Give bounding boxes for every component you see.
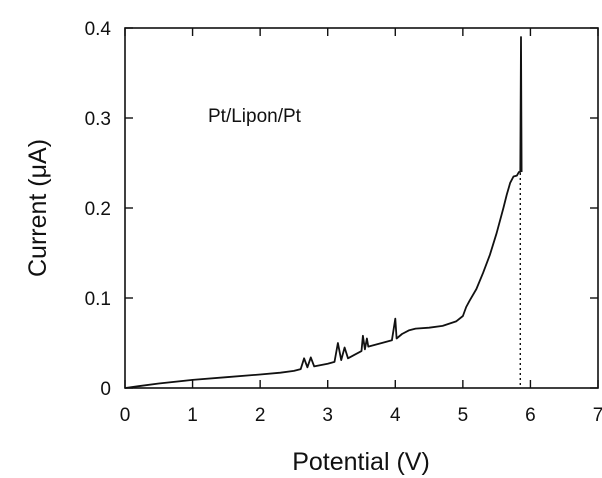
- y-tick-label: 0.4: [85, 19, 112, 40]
- x-axis-title: Potential (V): [292, 448, 430, 476]
- x-tick-label: 2: [255, 405, 266, 426]
- y-tick-label: 0.1: [85, 289, 111, 310]
- x-tick-label: 7: [593, 405, 602, 426]
- x-tick-label: 4: [390, 405, 401, 426]
- annotation-label: Pt/Lipon/Pt: [208, 106, 302, 127]
- y-tick-label: 0.2: [85, 199, 111, 220]
- x-tick-label: 0: [120, 405, 131, 426]
- y-tick-label: 0: [100, 379, 111, 400]
- plot-frame: [124, 27, 599, 389]
- current-series-line: [124, 36, 523, 389]
- y-axis-ticks: 0 0.1 0.2 0.3 0.4: [85, 19, 598, 400]
- x-tick-label: 3: [322, 405, 333, 426]
- x-axis-ticks: 0 1 2 3 4 5 6 7: [120, 28, 602, 426]
- x-tick-label: 5: [458, 405, 469, 426]
- x-tick-label: 6: [525, 405, 536, 426]
- y-axis-title: Current (μA): [24, 139, 52, 277]
- x-tick-label: 1: [187, 405, 198, 426]
- y-tick-label: 0.3: [85, 109, 111, 130]
